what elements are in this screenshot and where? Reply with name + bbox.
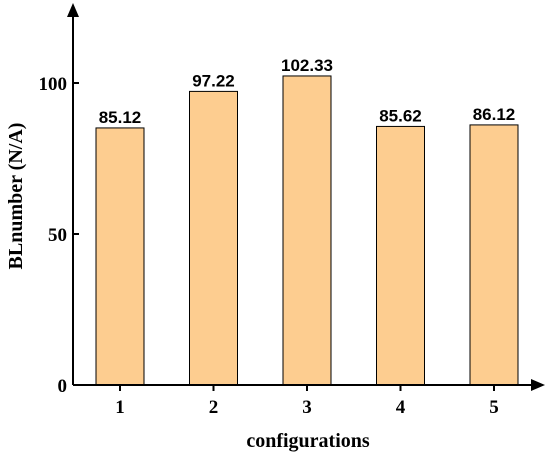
data-label-2: 97.22 xyxy=(192,71,235,90)
y-tick-label-50: 50 xyxy=(48,225,67,246)
x-tick-label-3: 3 xyxy=(302,397,312,418)
data-labels-group: 85.12 97.22 102.33 85.62 86.12 xyxy=(99,56,516,127)
bar-3 xyxy=(282,75,332,386)
data-label-5: 86.12 xyxy=(473,105,516,124)
data-label-4: 85.62 xyxy=(379,106,422,125)
bars-group xyxy=(95,75,519,386)
bar-2 xyxy=(189,90,238,386)
x-axis-arrow xyxy=(531,379,545,391)
y-tick-label-100: 100 xyxy=(39,74,68,95)
x-tick-label-5: 5 xyxy=(489,397,499,418)
y-axis-title: BLnumber (N/A) xyxy=(5,123,27,270)
data-label-3: 102.33 xyxy=(281,56,333,75)
x-axis-title: configurations xyxy=(246,430,370,452)
x-tick-label-4: 4 xyxy=(396,397,406,418)
bar-5 xyxy=(469,124,519,386)
x-tick-label-2: 2 xyxy=(209,397,219,418)
bar-4 xyxy=(376,125,425,386)
data-label-1: 85.12 xyxy=(99,108,142,127)
y-axis-arrow xyxy=(67,3,79,17)
y-tick-label-0: 0 xyxy=(58,376,68,397)
bar-1 xyxy=(95,127,145,386)
y-ticks-group: 0 50 100 xyxy=(39,74,79,397)
x-tick-label-1: 1 xyxy=(115,397,125,418)
x-ticks-group: 1 2 3 4 5 xyxy=(115,385,499,418)
